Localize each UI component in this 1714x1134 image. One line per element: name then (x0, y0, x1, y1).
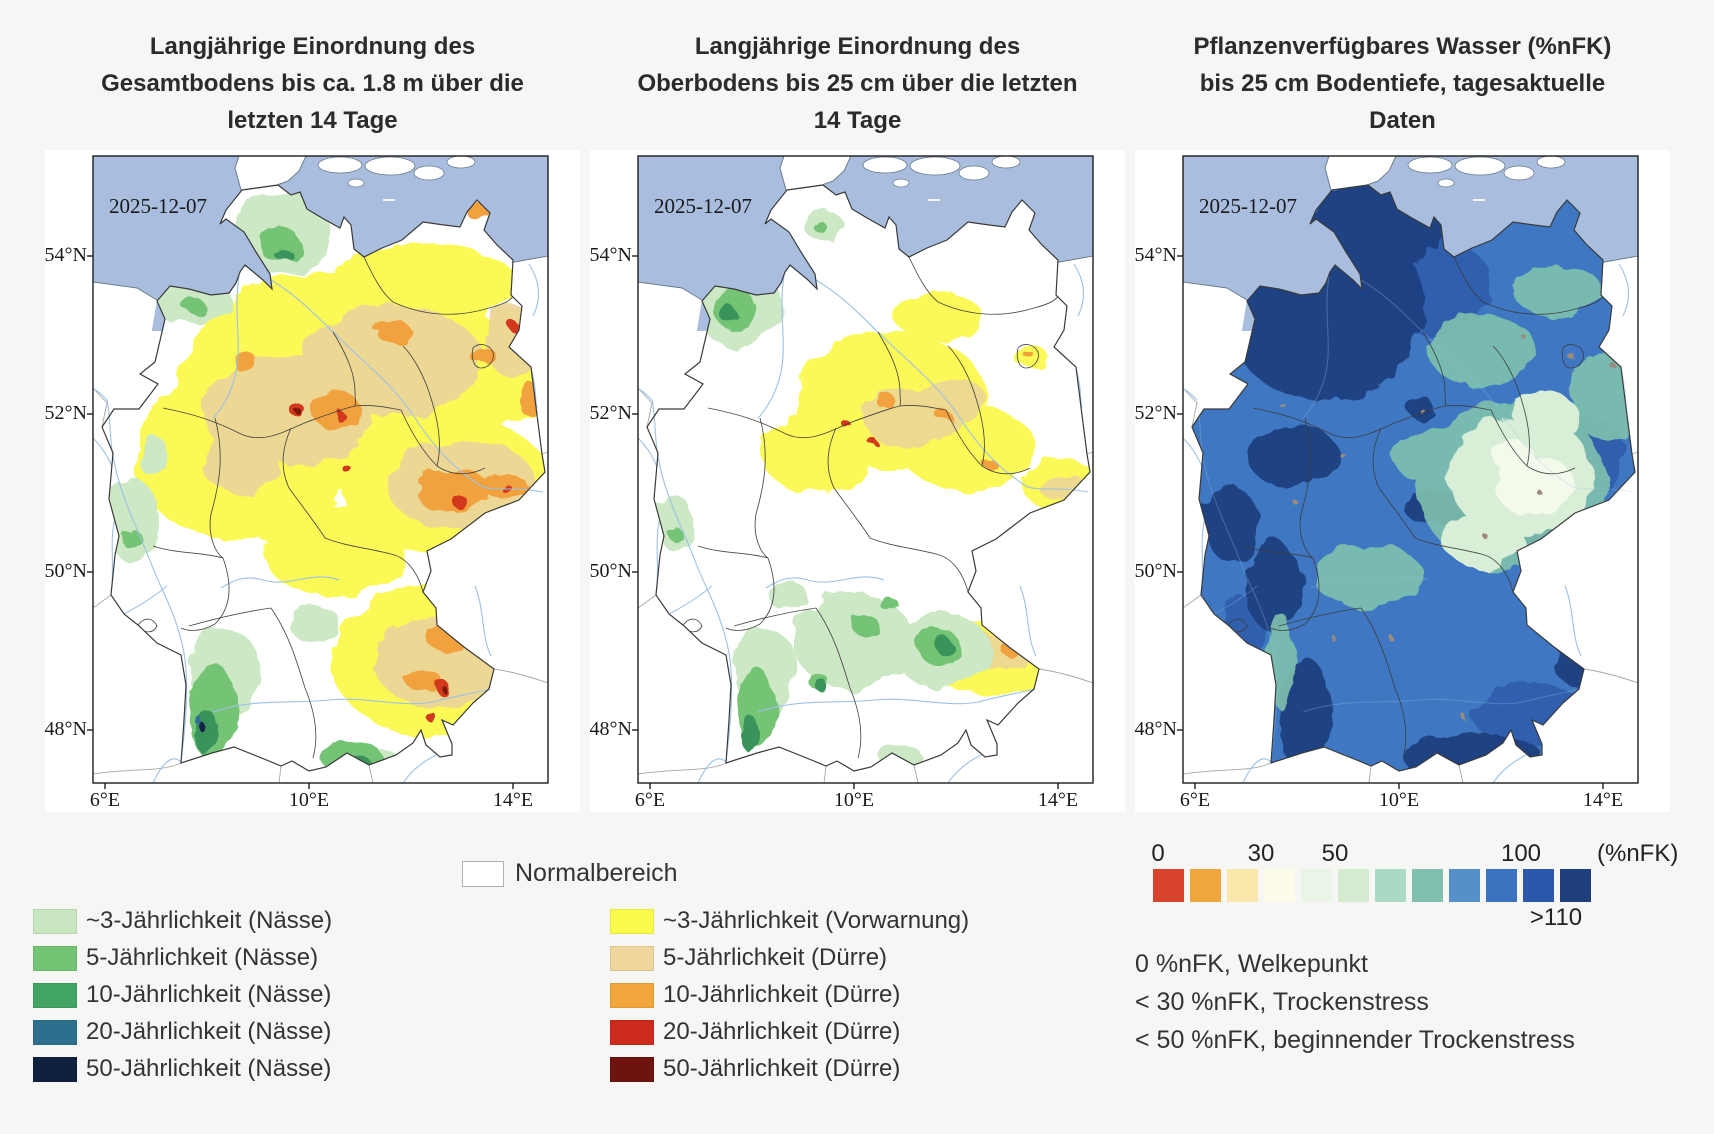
lat-tick-52n: 52°N (1134, 402, 1177, 424)
duerre-swatch-4 (610, 1020, 654, 1045)
nfk-swatch-6 (1338, 869, 1369, 902)
nfk-swatch-2 (1190, 869, 1221, 902)
nfk-tick-100: 100 (1500, 840, 1542, 867)
naesse-swatch-1 (33, 909, 77, 934)
naesse-label-3: 10-Jährlichkeit (Nässe) (86, 981, 332, 1008)
nfk-swatch-7 (1375, 869, 1406, 902)
panel-3-title-line-2: bis 25 cm Bodentiefe, tagesaktuelle (1199, 70, 1606, 97)
nfk-swatch-12 (1560, 869, 1591, 902)
lat-tick-48n: 48°N (1134, 718, 1177, 740)
nfk-tick-0: 0 (1151, 840, 1165, 867)
panel-1-title-line-1: Langjährige Einordnung des (149, 33, 476, 60)
lat-tick-50n: 50°N (44, 560, 87, 582)
panel-3-title: Pflanzenverfügbares Wasser (%nFK) bis 25… (1135, 28, 1670, 139)
normalbereich-swatch (462, 861, 504, 887)
nfk-swatch-9 (1449, 869, 1480, 902)
nfk-swatch-3 (1227, 869, 1258, 902)
duerre-swatch-3 (610, 983, 654, 1008)
naesse-label-1: ~3-Jährlichkeit (Nässe) (86, 907, 333, 934)
lon-tick-10e: 10°E (833, 789, 875, 811)
duerre-swatch-2 (610, 946, 654, 971)
naesse-swatch-2 (33, 946, 77, 971)
duerre-swatch-5 (610, 1057, 654, 1082)
normalbereich-label: Normalbereich (515, 859, 678, 887)
lat-tick-54n: 54°N (1134, 244, 1177, 266)
duerre-label-2: 5-Jährlichkeit (Dürre) (663, 944, 888, 971)
panel-2-title-line-3: 14 Tage (813, 107, 902, 134)
panel-1-title-line-3: letzten 14 Tage (227, 107, 398, 134)
nfk-swatch-1 (1153, 869, 1184, 902)
nfk-annotation-welkepunkt: 0 %nFK, Welkepunkt (1135, 950, 1368, 978)
panel-3-title-line-1: Pflanzenverfügbares Wasser (%nFK) (1193, 33, 1612, 60)
nfk-tick-30: 30 (1247, 840, 1275, 867)
nfk-swatch-11 (1523, 869, 1554, 902)
legend-normalbereich: Normalbereich (462, 859, 782, 887)
naesse-label-4: 20-Jährlichkeit (Nässe) (86, 1018, 332, 1045)
lon-tick-6e: 6°E (89, 789, 121, 811)
naesse-label-5: 50-Jährlichkeit (Nässe) (86, 1055, 332, 1082)
naesse-swatch-4 (33, 1020, 77, 1045)
nfk-annotation-trockenstress: < 30 %nFK, Trockenstress (1135, 988, 1429, 1016)
lon-tick-10e: 10°E (288, 789, 330, 811)
panel-2-title: Langjährige Einordnung des Oberbodens bi… (590, 28, 1125, 139)
nfk-tick-50: 50 (1321, 840, 1349, 867)
map-card-gesamtboden (45, 150, 580, 812)
date-label: 2025-12-07 (109, 194, 207, 218)
duerre-label-5: 50-Jährlichkeit (Dürre) (663, 1055, 901, 1082)
lon-tick-6e: 6°E (634, 789, 666, 811)
duerre-label-3: 10-Jährlichkeit (Dürre) (663, 981, 901, 1008)
lat-tick-50n: 50°N (1134, 560, 1177, 582)
nfk-overflow-label: >110 (1529, 904, 1583, 931)
naesse-swatch-5 (33, 1057, 77, 1082)
map-card-oberboden (590, 150, 1125, 812)
date-label: 2025-12-07 (654, 194, 752, 218)
lon-tick-14e: 14°E (1582, 789, 1624, 811)
naesse-label-2: 5-Jährlichkeit (Nässe) (86, 944, 319, 971)
nfk-swatch-5 (1301, 869, 1332, 902)
date-label: 2025-12-07 (1199, 194, 1297, 218)
duerre-swatch-1 (610, 909, 654, 934)
lat-tick-50n: 50°N (589, 560, 632, 582)
nfk-unit-label: (%nFK) (1597, 840, 1679, 867)
lat-tick-52n: 52°N (44, 402, 87, 424)
nfk-swatch-10 (1486, 869, 1517, 902)
nfk-annotation-beginnender: < 50 %nFK, beginnender Trockenstress (1135, 1026, 1575, 1054)
lat-tick-48n: 48°N (44, 718, 87, 740)
panel-1-title: Langjährige Einordnung des Gesamtbodens … (45, 28, 580, 139)
lon-tick-14e: 14°E (1037, 789, 1079, 811)
duerre-label-4: 20-Jährlichkeit (Dürre) (663, 1018, 901, 1045)
map-card-nfk (1135, 150, 1670, 812)
nfk-swatch-8 (1412, 869, 1443, 902)
duerre-label-1: ~3-Jährlichkeit (Vorwarnung) (663, 907, 970, 934)
nfk-swatch-4 (1264, 869, 1295, 902)
panel-2-title-line-2: Oberbodens bis 25 cm über die letzten (637, 70, 1078, 97)
lon-tick-10e: 10°E (1378, 789, 1420, 811)
panel-2-title-line-1: Langjährige Einordnung des (694, 33, 1021, 60)
lat-tick-48n: 48°N (589, 718, 632, 740)
naesse-swatch-3 (33, 983, 77, 1008)
lon-tick-14e: 14°E (492, 789, 534, 811)
panel-1-title-line-2: Gesamtbodens bis ca. 1.8 m über die (101, 70, 524, 97)
lon-tick-6e: 6°E (1179, 789, 1211, 811)
lat-tick-54n: 54°N (44, 244, 87, 266)
panel-3-title-line-3: Daten (1369, 107, 1436, 134)
lat-tick-52n: 52°N (589, 402, 632, 424)
lat-tick-54n: 54°N (589, 244, 632, 266)
